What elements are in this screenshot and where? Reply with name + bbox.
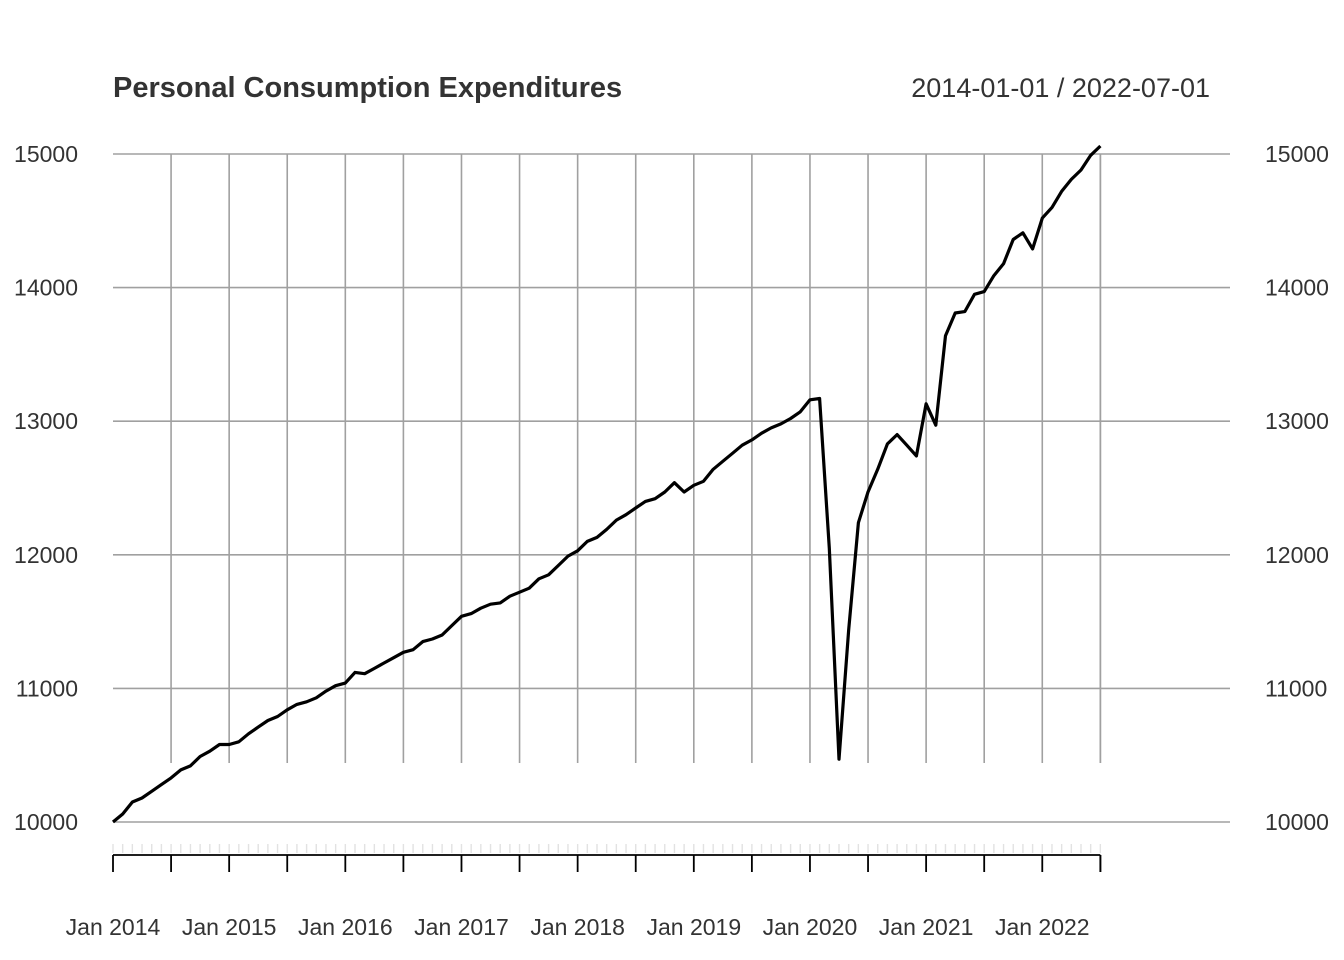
y-tick-label-right: 14000 [1265,275,1329,301]
y-tick-label-left: 14000 [14,275,78,301]
x-tick-label: Jan 2019 [646,914,741,940]
grid-lines [113,153,1230,823]
y-tick-label-right: 15000 [1265,141,1329,167]
y-tick-label-left: 10000 [14,809,78,835]
y-axis: 10000 10000 11000 11000 12000 12000 13000 13000… [14,141,1329,835]
y-tick-label-left: 15000 [14,141,78,167]
y-tick-label-right: 11000 [1265,675,1327,701]
x-axis: Jan 2014 Jan 2015 Jan 2016 Jan 2017 Jan 2018… [66,844,1102,940]
x-tick-label: Jan 2020 [763,914,858,940]
y-tick-label-left: 13000 [14,408,78,434]
x-tick-label: Jan 2017 [414,914,509,940]
x-tick-label: Jan 2021 [879,914,974,940]
x-tick-label: Jan 2018 [530,914,625,940]
series-layer [111,144,1102,824]
y-tick-label-right: 12000 [1265,542,1329,568]
x-tick-label: Jan 2015 [182,914,277,940]
series-line [111,144,1102,824]
chart-title: Personal Consumption Expenditures [113,72,622,104]
x-tick-label: Jan 2022 [995,914,1090,940]
y-tick-label-right: 10000 [1265,809,1329,835]
y-tick-label-left: 12000 [14,542,78,568]
y-tick-label-right: 13000 [1265,408,1329,434]
y-tick-label-left: 11000 [16,675,78,701]
x-tick-label: Jan 2014 [66,914,161,940]
x-tick-label: Jan 2016 [298,914,393,940]
date-range-label: 2014-01-01 / 2022-07-01 [911,73,1210,103]
